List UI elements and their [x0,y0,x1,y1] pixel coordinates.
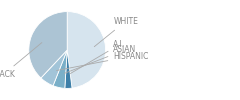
Wedge shape [41,50,67,86]
Wedge shape [65,50,72,88]
Text: HISPANIC: HISPANIC [57,52,149,70]
Text: A.I.: A.I. [70,40,126,74]
Wedge shape [29,12,67,78]
Text: BLACK: BLACK [0,43,42,80]
Wedge shape [67,12,106,88]
Wedge shape [53,50,67,88]
Text: WHITE: WHITE [94,17,138,47]
Text: ASIAN: ASIAN [64,46,137,73]
